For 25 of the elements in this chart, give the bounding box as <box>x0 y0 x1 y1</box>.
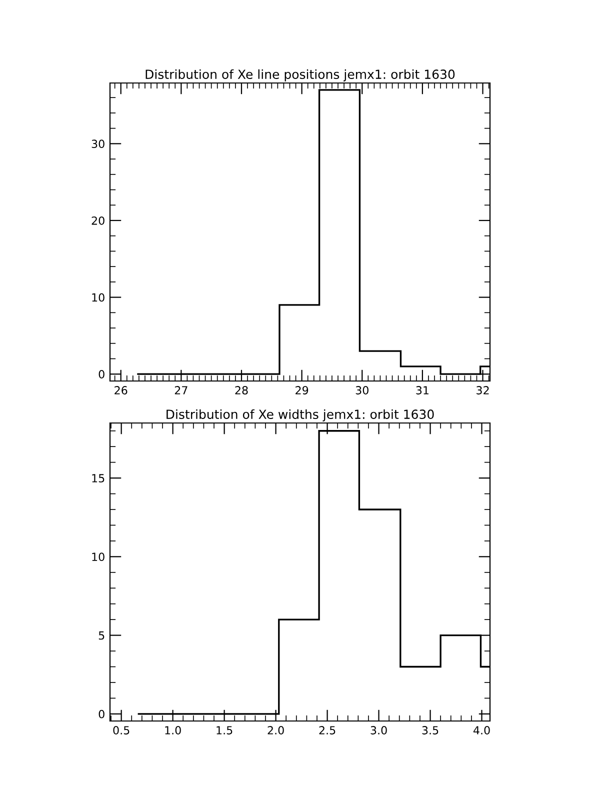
y-tick-label: 0 <box>98 370 104 378</box>
y-tick-label: 30 <box>92 140 104 148</box>
x-tick-label: 30 <box>356 386 368 394</box>
y-tick-label: 10 <box>92 552 104 562</box>
x-tick-label: 26 <box>114 386 128 394</box>
y-tick-label: 15 <box>92 474 104 482</box>
x-tick-label: 32 <box>476 386 489 394</box>
x-tick-label: 4.0 <box>473 726 490 734</box>
x-tick-label: 1.5 <box>216 726 232 734</box>
y-tick-label: 0 <box>98 710 104 718</box>
x-tick-label: 1.0 <box>165 726 181 734</box>
x-tick-label: 29 <box>296 386 308 394</box>
chart-title: Distribution of Xe widths jemx1: orbit 1630 <box>166 409 434 422</box>
x-tick-label: 3.0 <box>370 726 387 734</box>
x-tick-label: 0.5 <box>113 726 130 734</box>
x-tick-label: 28 <box>235 386 248 394</box>
x-tick-label: 3.5 <box>422 726 438 734</box>
x-tick-label: 2.5 <box>319 726 336 734</box>
x-tick-label: 27 <box>174 386 188 394</box>
y-tick-label: 5 <box>98 631 104 640</box>
chart-title: Distribution of Xe line positions jemx1: orbit 1630 <box>146 69 455 82</box>
y-tick-label: 10 <box>92 293 104 302</box>
x-tick-label: 2.0 <box>268 726 284 734</box>
y-tick-label: 20 <box>92 216 104 225</box>
x-tick-label: 31 <box>416 386 428 394</box>
